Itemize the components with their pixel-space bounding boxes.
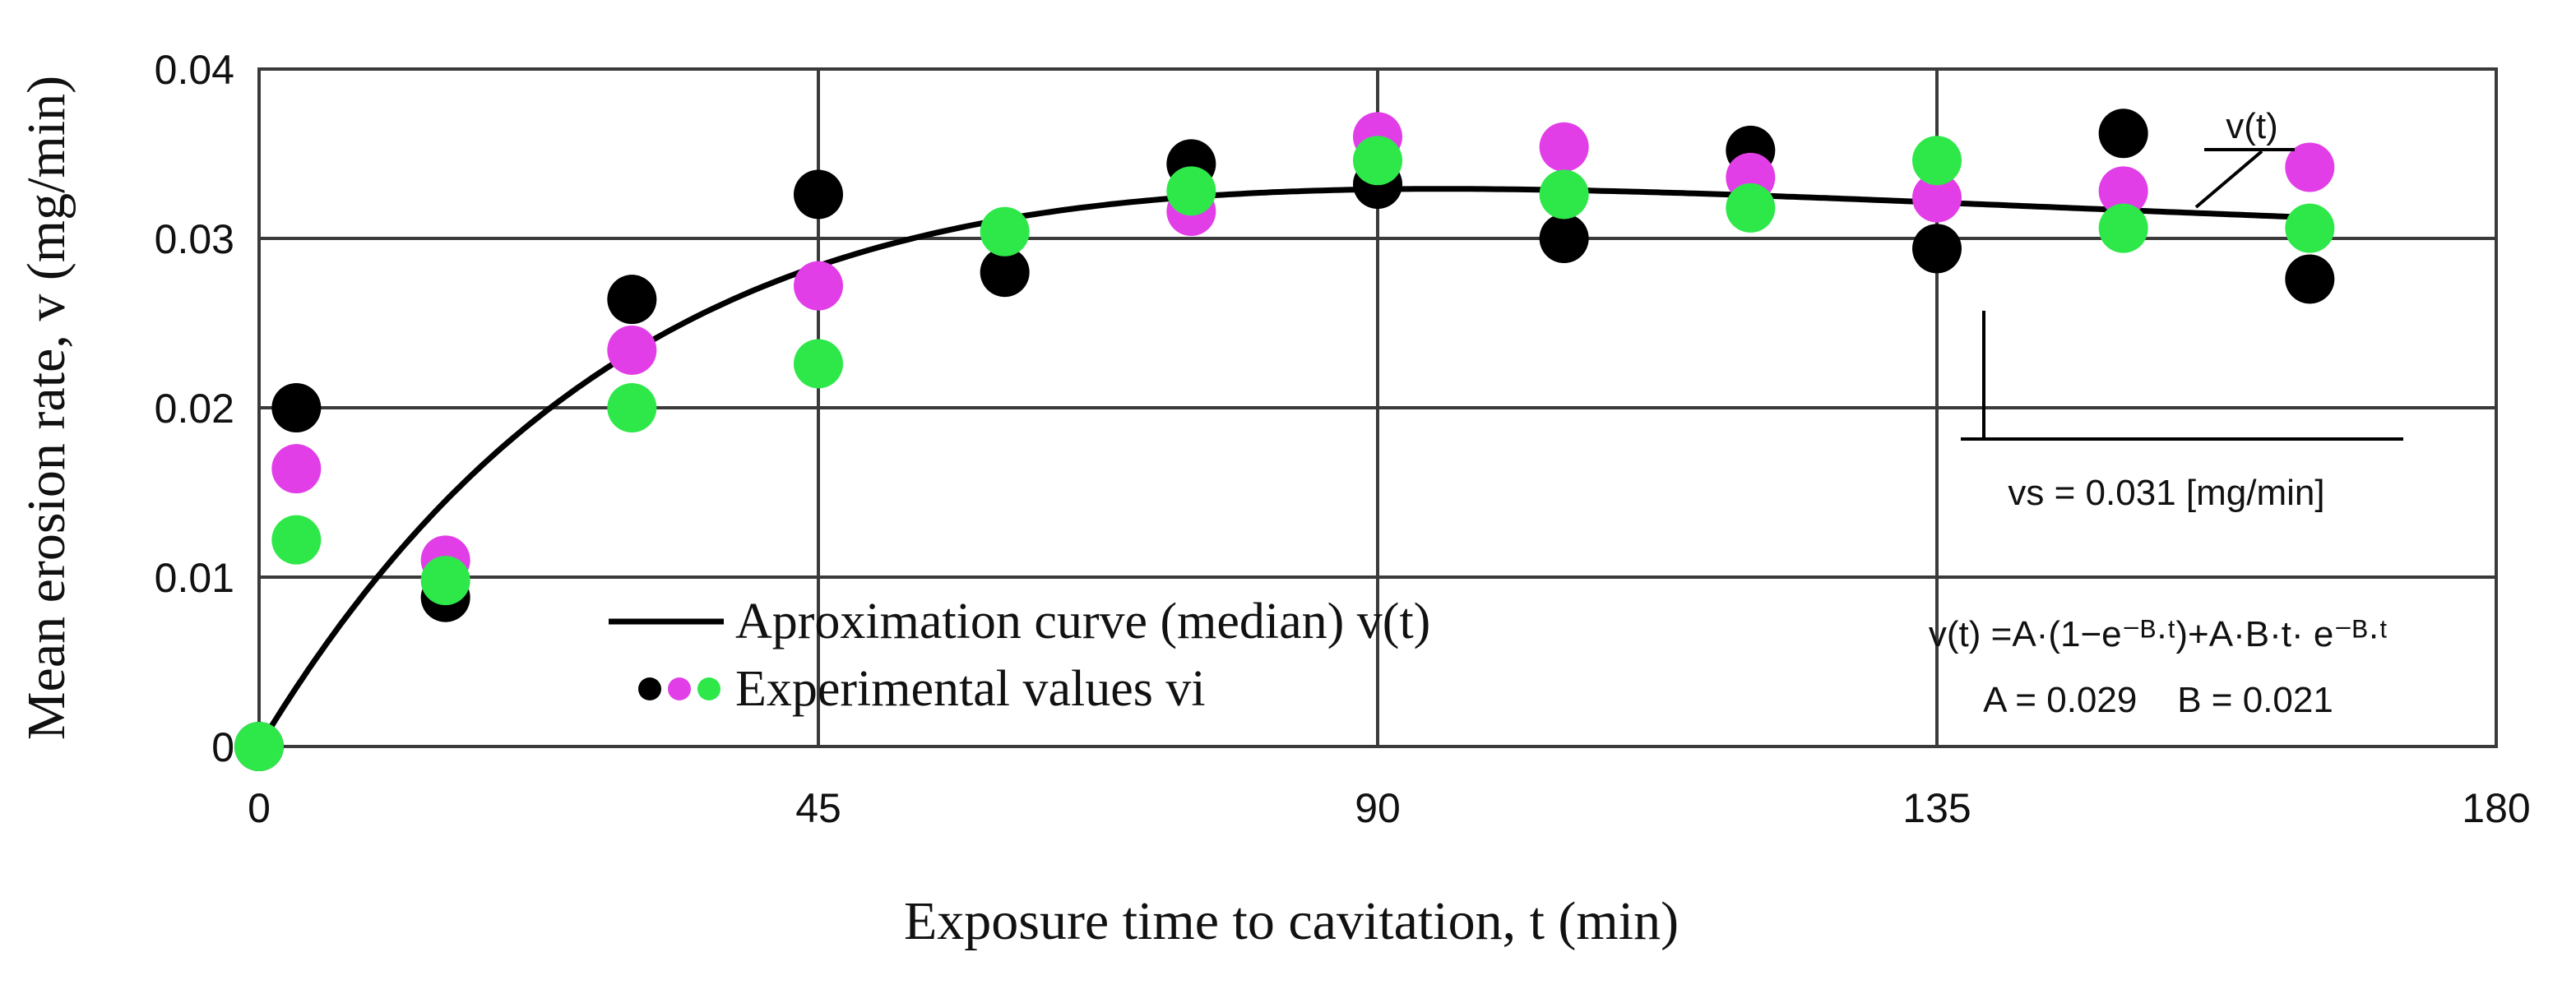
point-black-12 [2285, 254, 2335, 304]
curve-callout-diagonal [2194, 150, 2263, 209]
fit-parameters: A = 0.029 B = 0.021 [1983, 680, 2333, 720]
point-black-1 [271, 383, 322, 432]
point-green-3 [607, 383, 657, 432]
point-black-3 [607, 275, 657, 325]
legend-green-dot [697, 677, 720, 700]
point-black-8 [1539, 214, 1589, 263]
y-tick-1: 0.01 [155, 555, 234, 601]
x-tick-2: 90 [1355, 785, 1401, 831]
point-magenta-2 [607, 325, 657, 375]
curve-callout-label: v(t) [2226, 106, 2278, 146]
legend-curve-label: Aproximation curve (median) v(t) [735, 594, 1430, 649]
curve-callout: v(t) [2194, 106, 2295, 209]
point-green-12 [2285, 203, 2335, 253]
y-tick-4: 0.04 [155, 47, 234, 93]
plot-frame [257, 67, 2498, 748]
point-magenta-9 [2098, 166, 2148, 216]
x-tick-0: 0 [248, 785, 271, 831]
y-tick-labels: 0 0.01 0.02 0.03 0.04 [155, 47, 234, 770]
point-black-11 [2098, 109, 2148, 159]
x-axis-title: Exposure time to cavitation, t (min) [904, 891, 1679, 951]
legend-points-label: Experimental values vi [735, 661, 1206, 717]
point-green-10 [1912, 136, 1962, 186]
legend: Aproximation curve (median) v(t) Experim… [609, 594, 1430, 717]
point-black-4 [794, 169, 843, 220]
x-tick-4: 180 [2462, 785, 2530, 831]
y-tick-0: 0 [211, 724, 234, 770]
y-tick-2: 0.02 [155, 386, 234, 432]
point-green-4 [794, 339, 843, 389]
point-magenta-6 [1539, 122, 1589, 172]
fit-equation: v(t) =A·(1−e⁻ᴮ·ᵗ)+A·B·t· e⁻ᴮ·ᵗ [1929, 614, 2388, 654]
legend-black-dot [638, 677, 661, 700]
x-tick-1: 45 [795, 785, 841, 831]
point-black-5 [980, 247, 1030, 298]
point-green-8 [1539, 169, 1589, 220]
steady-state-label: vs = 0.031 [mg/min] [2008, 473, 2324, 513]
experimental-points [234, 109, 2335, 771]
point-green-6 [1166, 166, 1216, 216]
x-tick-3: 135 [1902, 785, 1971, 831]
point-green-7 [1353, 136, 1402, 186]
point-magenta-8 [1912, 173, 1962, 223]
point-magenta-3 [794, 261, 843, 311]
point-green-0 [234, 722, 284, 771]
point-magenta-10 [2285, 142, 2335, 192]
point-green-5 [980, 206, 1030, 257]
point-magenta-0 [271, 444, 322, 494]
y-axis-title: Mean erosion rate, v (mg/min) [16, 76, 76, 740]
y-tick-3: 0.03 [155, 216, 234, 262]
point-green-11 [2098, 203, 2148, 253]
steady-state-callout: vs = 0.031 [mg/min] [1961, 311, 2403, 513]
point-green-9 [1726, 183, 1776, 233]
approximation-curve [257, 186, 2310, 748]
point-green-2 [420, 556, 470, 606]
point-green-1 [271, 515, 322, 565]
point-black-10 [1912, 224, 1962, 274]
legend-magenta-dot [668, 677, 691, 700]
x-tick-labels: 0 45 90 135 180 [248, 785, 2531, 831]
